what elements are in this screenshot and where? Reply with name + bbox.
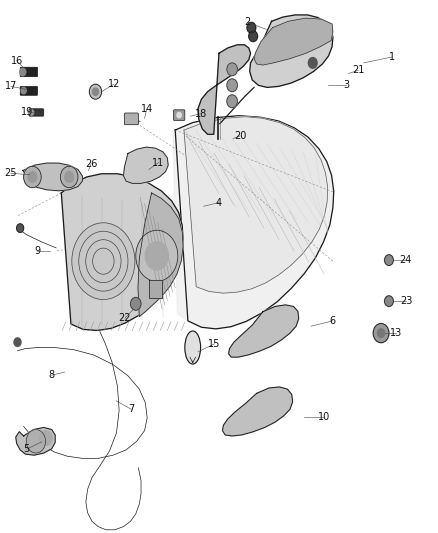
Text: 22: 22 xyxy=(119,313,131,323)
Circle shape xyxy=(26,430,46,453)
Circle shape xyxy=(227,79,237,92)
Text: 5: 5 xyxy=(23,445,29,454)
Text: 11: 11 xyxy=(152,158,165,167)
Text: 20: 20 xyxy=(234,131,246,141)
Text: 16: 16 xyxy=(11,56,23,66)
Circle shape xyxy=(92,88,99,95)
Circle shape xyxy=(227,63,237,76)
Circle shape xyxy=(373,324,389,343)
Ellipse shape xyxy=(185,331,201,364)
FancyBboxPatch shape xyxy=(20,86,38,95)
Circle shape xyxy=(136,230,178,281)
Circle shape xyxy=(89,84,102,99)
Circle shape xyxy=(308,58,317,68)
Circle shape xyxy=(28,172,37,182)
Text: 24: 24 xyxy=(399,255,411,265)
FancyBboxPatch shape xyxy=(173,110,185,120)
Circle shape xyxy=(385,255,393,265)
Text: 19: 19 xyxy=(21,107,33,117)
Polygon shape xyxy=(198,45,251,134)
Text: 8: 8 xyxy=(49,370,55,380)
Circle shape xyxy=(227,95,237,108)
Circle shape xyxy=(24,166,41,188)
FancyBboxPatch shape xyxy=(20,67,38,77)
Text: 12: 12 xyxy=(108,79,120,89)
Polygon shape xyxy=(149,280,162,298)
Circle shape xyxy=(40,431,52,446)
Circle shape xyxy=(249,31,258,42)
Text: 17: 17 xyxy=(5,82,17,91)
Polygon shape xyxy=(184,117,328,293)
Polygon shape xyxy=(229,305,299,357)
Text: 4: 4 xyxy=(216,198,222,207)
Text: 18: 18 xyxy=(195,109,208,118)
Circle shape xyxy=(65,172,74,182)
Text: 14: 14 xyxy=(141,104,153,114)
Polygon shape xyxy=(175,116,334,329)
Polygon shape xyxy=(254,18,333,65)
Circle shape xyxy=(20,68,26,76)
Circle shape xyxy=(21,87,26,94)
FancyBboxPatch shape xyxy=(124,113,138,125)
Circle shape xyxy=(177,112,181,118)
Text: 9: 9 xyxy=(34,246,40,255)
Circle shape xyxy=(29,110,34,115)
Circle shape xyxy=(378,329,385,337)
Circle shape xyxy=(385,296,393,306)
Circle shape xyxy=(14,338,21,346)
Text: 2: 2 xyxy=(244,18,251,27)
Text: 10: 10 xyxy=(318,412,330,422)
Text: 25: 25 xyxy=(5,168,17,178)
Polygon shape xyxy=(16,427,55,455)
Text: 6: 6 xyxy=(330,316,336,326)
Polygon shape xyxy=(138,193,183,317)
Circle shape xyxy=(72,223,135,300)
Polygon shape xyxy=(124,147,168,183)
Text: 3: 3 xyxy=(343,80,349,90)
Text: 1: 1 xyxy=(389,52,395,62)
Polygon shape xyxy=(23,163,82,191)
Circle shape xyxy=(17,224,24,232)
Circle shape xyxy=(60,166,78,188)
Text: 26: 26 xyxy=(85,159,97,168)
Text: 13: 13 xyxy=(390,328,403,338)
FancyBboxPatch shape xyxy=(29,109,44,116)
Text: 23: 23 xyxy=(400,296,413,306)
Text: 21: 21 xyxy=(352,66,364,75)
Polygon shape xyxy=(250,15,333,87)
Polygon shape xyxy=(223,387,293,436)
Polygon shape xyxy=(61,174,183,330)
Circle shape xyxy=(247,22,256,33)
Text: 15: 15 xyxy=(208,339,221,349)
Polygon shape xyxy=(173,117,333,328)
Circle shape xyxy=(131,297,141,310)
Circle shape xyxy=(145,242,168,270)
Text: 7: 7 xyxy=(128,405,134,414)
